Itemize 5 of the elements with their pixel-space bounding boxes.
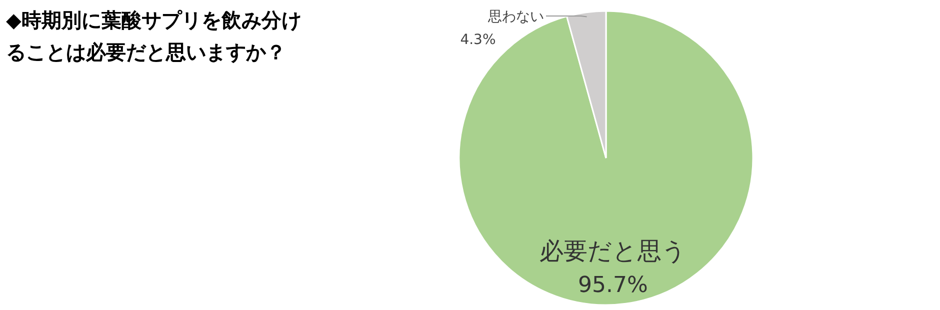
slice-label: 必要だと思う <box>539 236 686 265</box>
slice-label: 思わない <box>487 9 544 25</box>
data-label: 95.7% <box>578 272 648 298</box>
data-label: 4.3% <box>460 32 496 48</box>
text: ◆時期別に葉酸サプリを飲み分けることは必要だと思いますか？ <box>6 7 302 66</box>
